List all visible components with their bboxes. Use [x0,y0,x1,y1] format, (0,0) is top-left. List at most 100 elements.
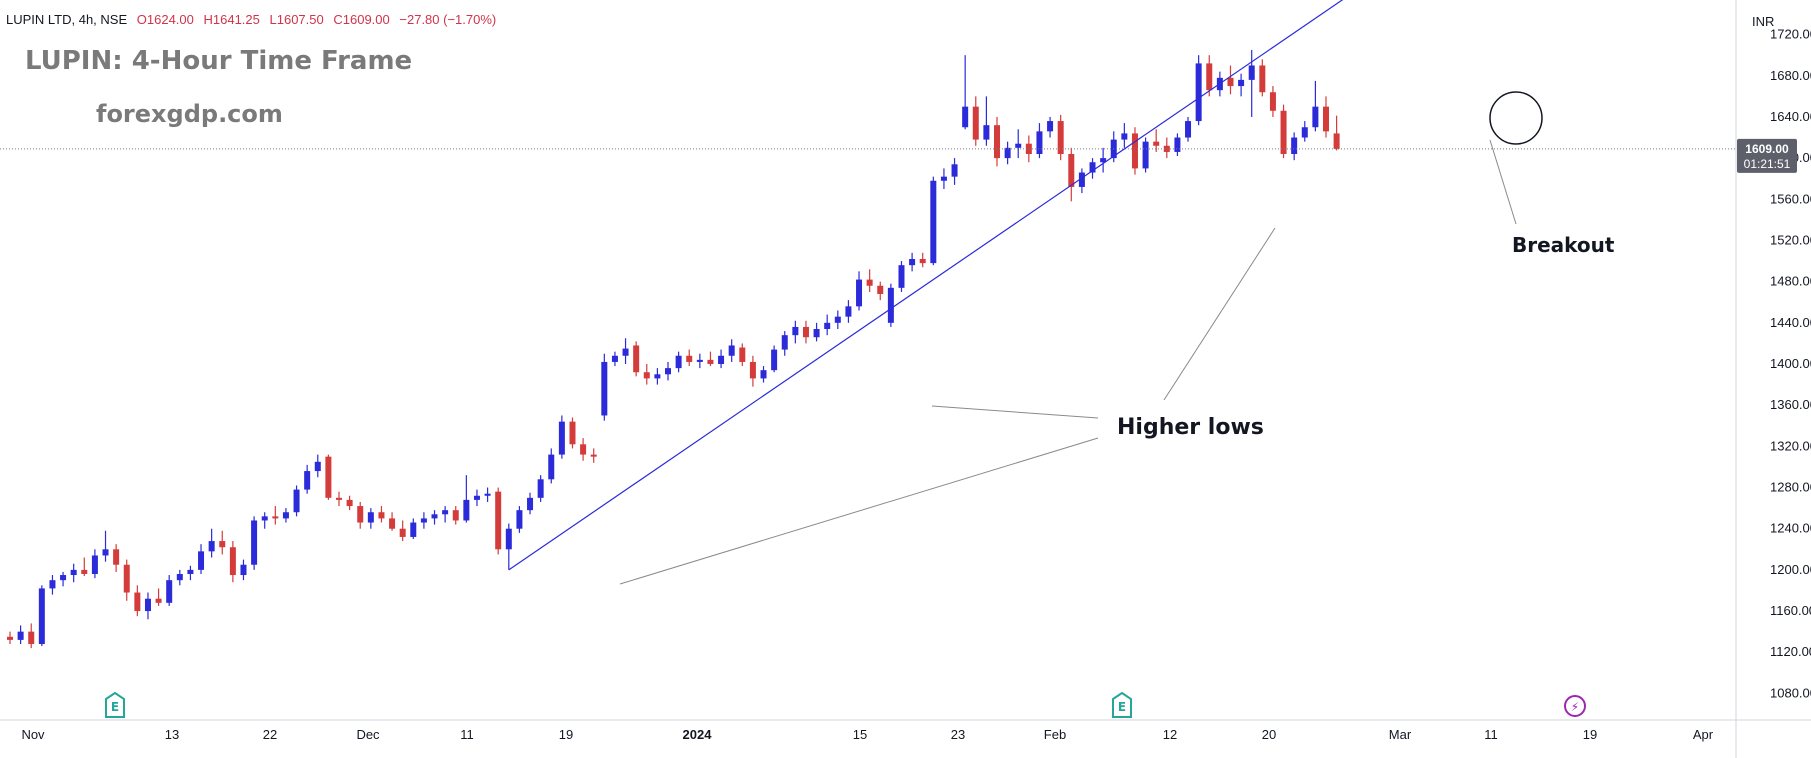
ohlc-high: H1641.25 [203,12,260,27]
candle-body [707,359,714,364]
time-axis-label: 2024 [683,727,713,742]
candle-body [558,421,565,455]
candle-body [1004,147,1011,159]
pointer-line [1163,227,1276,401]
candle-body [102,549,109,556]
candle-body [1227,77,1234,87]
candle-body [696,359,703,362]
price-tick-label: 1560.00 [1770,191,1811,206]
candle-body [1174,137,1181,152]
candle-body [336,497,342,500]
candle-body [580,444,587,455]
candle-body [282,512,289,519]
candle-body [1333,133,1340,149]
time-axis-label: 11 [460,727,474,742]
candle-body [1142,141,1149,169]
candle-body [877,285,884,294]
candle-body [505,528,512,550]
candle-body [951,164,958,177]
candle-body [845,306,852,317]
price-tick-label: 1320.00 [1770,438,1811,453]
lightning-icon[interactable]: ⚡ [1564,695,1586,717]
candle-body [28,631,35,644]
trendline [508,0,1344,571]
currency-label[interactable]: INR [1752,14,1775,29]
candle-body [1323,106,1329,132]
candle-body [272,516,279,519]
candle-body [219,541,226,548]
candle-body [1121,133,1128,140]
candle-body [123,564,130,593]
time-axis-label: Dec [356,727,380,742]
candle-body [1025,143,1032,154]
price-tick-label: 1480.00 [1770,274,1811,289]
candle-body [1036,131,1043,154]
candle-body [198,551,205,570]
candle-body [399,528,406,537]
candle-body [590,454,597,457]
candle-body [813,329,820,338]
candle-body [792,326,799,336]
pointer-line [619,437,1099,585]
candle-body [1301,127,1308,138]
candle-body [431,514,438,519]
candle-body [718,355,725,364]
candle-body [654,374,661,379]
candle-body [325,456,332,498]
price-tick-label: 1200.00 [1770,562,1811,577]
price-tick-label: 1280.00 [1770,480,1811,495]
candle-body [134,592,141,612]
time-axis-label: Mar [1389,727,1412,742]
candle-body [81,569,88,574]
price-tick-label: 1400.00 [1770,356,1811,371]
chart-overlay-title: LUPIN: 4-Hour Time Frame [25,46,413,76]
candle-body [304,471,311,490]
last-price-label [1737,138,1797,173]
candle-body [1047,121,1054,132]
price-tick-label: 1640.00 [1770,109,1811,124]
candle-body [537,479,544,498]
pointer-line [1489,139,1517,225]
time-axis-label: 12 [1163,727,1177,742]
time-axis-label: 15 [853,727,867,742]
candle-body [70,569,77,576]
price-tick-label: 1440.00 [1770,315,1811,330]
candle-body [1312,106,1319,128]
candle-body [633,345,640,373]
candle-body [930,180,937,264]
candle-body [484,493,491,496]
marker-label: E [1118,700,1126,714]
candle-body [452,510,459,521]
marker-label: ⚡ [1571,700,1579,714]
candle-body [166,580,173,603]
candle-body [569,421,576,445]
earnings-icon[interactable]: E [1112,691,1132,718]
price-tick-label: 1120.00 [1770,644,1811,659]
earnings-icon[interactable]: E [105,691,125,718]
candle-body [389,518,396,529]
candle-body [1068,154,1075,187]
candle-body [856,279,863,307]
candle-body [251,520,258,565]
time-axis-label: 13 [165,727,179,742]
candle-body [611,355,618,362]
candle-body [1259,65,1266,93]
candle-body [1238,79,1245,87]
time-axis-label: 23 [951,727,965,742]
candle-body [7,636,13,640]
candle-body [940,176,947,181]
time-axis-label: 19 [1583,727,1597,742]
price-tick-label: 1680.00 [1770,68,1811,83]
ohlc-close: C1609.00 [333,12,390,27]
candle-body [1291,137,1298,154]
candle-body [983,125,990,140]
candle-body [1185,121,1192,138]
symbol-name[interactable]: LUPIN LTD, 4h, NSE [6,12,128,27]
candle-body [1057,121,1064,154]
candle-body [1153,141,1160,146]
candle-body [972,106,979,140]
time-axis-label: Apr [1693,727,1714,742]
candle-body [378,512,385,519]
